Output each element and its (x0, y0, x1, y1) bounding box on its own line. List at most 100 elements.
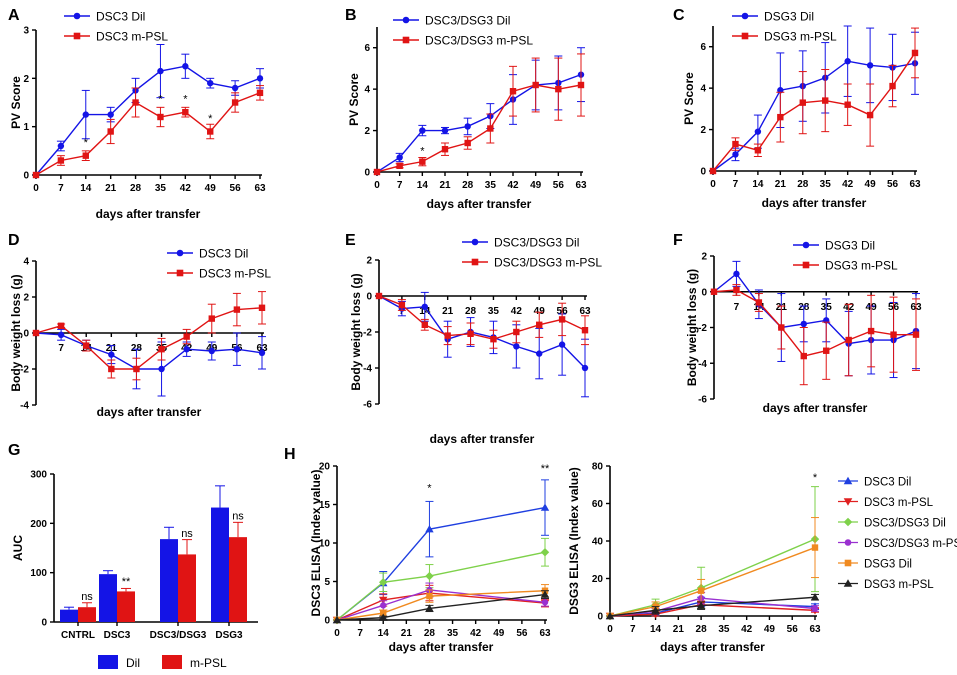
data-point (558, 341, 566, 348)
bar (211, 507, 229, 622)
data-point (444, 332, 451, 339)
series-line (609, 538, 816, 617)
y-tick-label: 0 (41, 618, 47, 629)
series-line (35, 92, 261, 176)
x-tick-label: 7 (357, 628, 363, 639)
y-axis-label: DSG3 ELISA (Index value) (567, 467, 581, 615)
x-tick-label: 56 (553, 180, 565, 191)
data-point (425, 604, 434, 612)
legend-label: DSC3/DSG3 m-PSL (425, 34, 533, 48)
x-tick-label: 7 (630, 624, 636, 635)
x-tick-label: 0 (710, 179, 716, 190)
data-point (32, 171, 40, 179)
y-tick-label: 5 (324, 577, 330, 588)
data-point (332, 615, 342, 624)
x-tick-label: 35 (488, 306, 500, 317)
data-point (83, 342, 90, 349)
x-tick-label: 49 (865, 179, 877, 190)
y-tick-label: -2 (698, 323, 707, 334)
x-tick-label: 42 (741, 624, 753, 635)
data-point (233, 346, 241, 353)
data-point (157, 113, 164, 121)
x-tick-label: 28 (462, 180, 474, 191)
legend-marker (176, 249, 184, 257)
x-tick-label: 49 (493, 628, 505, 639)
series-line (35, 65, 261, 176)
data-point (464, 139, 471, 147)
data-point (132, 99, 139, 106)
data-point (605, 611, 615, 620)
x-tick-label: 21 (401, 628, 413, 639)
y-tick-label: 2 (701, 252, 707, 263)
x-tick-label: 56 (230, 183, 242, 194)
data-point (800, 320, 807, 328)
series-line (336, 506, 546, 621)
x-tick-label: 28 (130, 183, 142, 194)
legend-swatch (162, 655, 182, 669)
data-point (441, 146, 449, 153)
x-tick-label: 28 (424, 628, 436, 639)
y-axis-label: Body weight loss (g) (685, 269, 699, 386)
data-point (231, 84, 239, 92)
data-point (513, 328, 520, 336)
legend-marker (843, 498, 853, 506)
data-point (419, 158, 426, 165)
x-tick-label: 42 (842, 179, 854, 190)
y-tick-label: 0 (597, 612, 603, 623)
panel-b: B 0 2 4 6 0 7 14 21 28 35 42 49 56 63 days after transf… (345, 7, 587, 211)
y-tick-label: 0 (23, 171, 29, 182)
data-point (822, 97, 829, 104)
series-line (609, 546, 816, 617)
y-axis-label: AUC (11, 535, 25, 561)
x-tick-label: 56 (787, 624, 799, 635)
data-point (490, 336, 497, 343)
data-point (844, 58, 851, 65)
series-line (336, 592, 546, 621)
x-tick-label: 42 (180, 183, 192, 194)
y-tick-label: 10 (319, 539, 331, 550)
data-point (581, 327, 589, 334)
x-tick-label: 35 (820, 179, 832, 190)
series-line (378, 295, 586, 340)
x-axis-label: days after transfer (96, 207, 201, 221)
x-tick-label: CNTRL (61, 630, 95, 641)
series-dsc3-dil (332, 479, 550, 624)
legend-marker (176, 269, 184, 277)
panel-label: D (8, 232, 20, 249)
bar (99, 574, 117, 622)
data-point (107, 128, 114, 135)
legend-label: DSC3 m-PSL (864, 497, 934, 509)
legend-swatch (98, 655, 118, 669)
data-point (810, 593, 820, 601)
y-tick-label: 300 (30, 470, 47, 481)
series-dsc3-dil (32, 44, 264, 179)
data-point (108, 365, 115, 373)
panel-label: C (673, 7, 685, 24)
x-tick-label: 28 (131, 343, 143, 354)
series-dsc3-dil (32, 328, 266, 397)
data-point (733, 286, 740, 294)
data-point (57, 331, 65, 338)
y-tick-label: -6 (363, 400, 372, 411)
series-dsg3-dil (606, 517, 819, 620)
x-tick-label: 0 (334, 628, 340, 639)
series-line (378, 295, 586, 369)
x-tick-label: 35 (485, 180, 497, 191)
x-tick-label: 49 (534, 306, 546, 317)
panel-c: C 0 2 4 6 0 7 14 21 28 35 42 49 56 63 days after transf… (673, 7, 921, 210)
data-point (57, 322, 65, 329)
data-point (732, 140, 739, 148)
data-point (441, 127, 449, 134)
x-tick-label: 7 (397, 180, 403, 191)
y-tick-label: 1 (23, 122, 29, 133)
y-axis-label: PV Score (347, 73, 361, 126)
x-axis-label: days after transfer (430, 432, 535, 446)
x-axis-label: days after transfer (762, 196, 867, 210)
y-tick-label: 0 (701, 287, 707, 298)
data-point (558, 316, 566, 323)
x-tick-label: 21 (775, 179, 787, 190)
panel-g: G 0 100 200 300 AUC CNTRL DSC3 DSC3/DSG3 DSG3 ns **… (8, 442, 258, 670)
data-point (107, 111, 114, 118)
significance-mark: ns (81, 591, 93, 603)
legend-marker (741, 12, 749, 20)
